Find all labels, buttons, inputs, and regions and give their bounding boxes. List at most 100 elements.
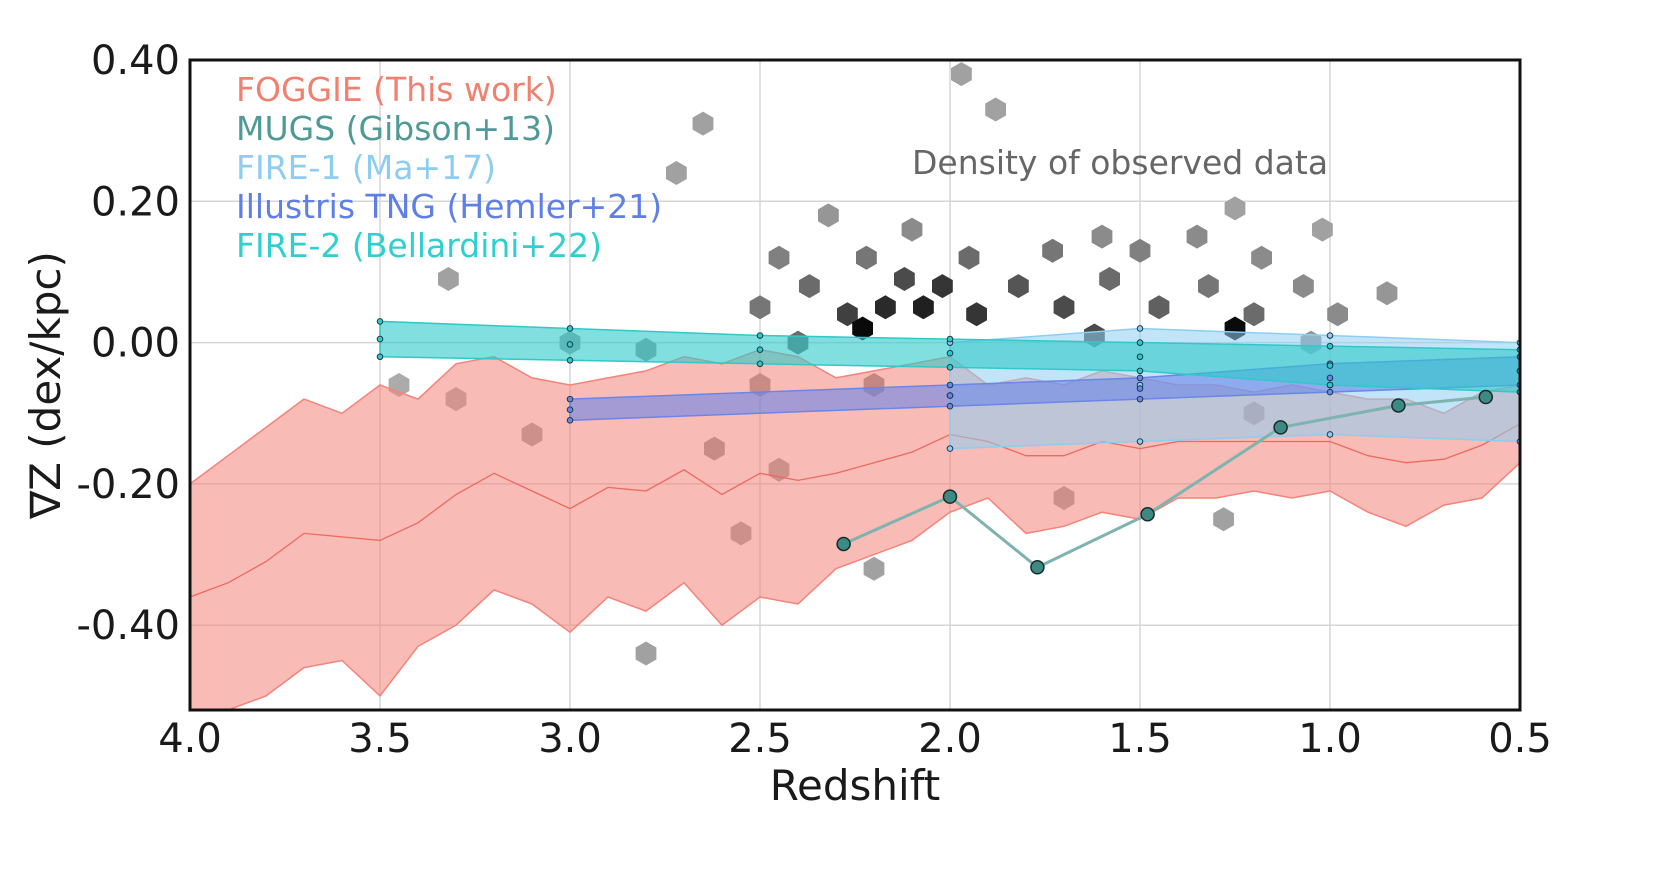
marker-fire-2-bellardini-22 bbox=[946, 364, 954, 371]
marker-illustris-tng-hemler-21 bbox=[946, 381, 954, 389]
point-mugs-gibson-13 bbox=[1140, 507, 1155, 522]
marker-fire-2-bellardini-22 bbox=[946, 349, 954, 357]
marker-illustris-tng-hemler-21 bbox=[946, 402, 954, 410]
density-hex bbox=[1243, 302, 1265, 327]
density-hex bbox=[438, 267, 459, 291]
marker-fire-1-ma-17 bbox=[946, 445, 954, 452]
density-hex bbox=[901, 217, 923, 242]
marker-fire-2-bellardini-22 bbox=[1136, 353, 1144, 361]
density-hex bbox=[1091, 224, 1113, 249]
density-hex bbox=[856, 245, 877, 270]
density-hex bbox=[1008, 274, 1029, 299]
density-hex bbox=[1293, 274, 1314, 299]
marker-illustris-tng-hemler-21 bbox=[566, 395, 574, 403]
density-hex bbox=[768, 245, 790, 270]
marker-fire-1-ma-17 bbox=[1326, 431, 1334, 438]
y-axis-title: ∇Z (dex/kpc) bbox=[21, 251, 70, 520]
legend-label-foggie: FOGGIE (This work) bbox=[236, 70, 557, 109]
marker-fire-2-bellardini-22 bbox=[376, 335, 384, 343]
marker-illustris-tng-hemler-21 bbox=[566, 417, 574, 424]
legend-label-mugs: MUGS (Gibson+13) bbox=[236, 109, 555, 148]
point-mugs-gibson-13 bbox=[836, 536, 851, 552]
point-mugs-gibson-13 bbox=[1391, 398, 1406, 413]
legend: FOGGIE (This work) MUGS (Gibson+13) FIRE… bbox=[236, 70, 662, 265]
density-hex bbox=[1099, 267, 1120, 291]
density-hex bbox=[1376, 281, 1398, 306]
density-hex bbox=[852, 316, 873, 341]
marker-illustris-tng-hemler-21 bbox=[1136, 374, 1144, 382]
marker-illustris-tng-hemler-21 bbox=[1326, 388, 1334, 396]
simulation-lines bbox=[836, 389, 1494, 575]
marker-fire-2-bellardini-22 bbox=[376, 353, 384, 361]
density-hex bbox=[818, 203, 839, 228]
marker-fire-2-bellardini-22 bbox=[756, 360, 764, 368]
density-hex bbox=[1053, 295, 1075, 320]
marker-illustris-tng-hemler-21 bbox=[1136, 385, 1144, 392]
density-hex bbox=[894, 267, 915, 291]
x-tick-label: 2.0 bbox=[918, 716, 982, 762]
legend-label-fire2: FIRE-2 (Bellardini+22) bbox=[236, 226, 602, 265]
point-mugs-gibson-13 bbox=[1478, 389, 1494, 405]
marker-fire-2-bellardini-22 bbox=[1326, 362, 1334, 369]
density-hex bbox=[1213, 507, 1234, 532]
density-hex bbox=[1251, 245, 1272, 270]
marker-illustris-tng-hemler-21 bbox=[566, 406, 574, 414]
x-tick-label: 0.5 bbox=[1488, 716, 1552, 762]
y-tick-label: 0.40 bbox=[91, 38, 180, 84]
density-hex bbox=[985, 97, 1006, 122]
marker-fire-2-bellardini-22 bbox=[756, 332, 764, 339]
marker-fire-2-bellardini-22 bbox=[566, 356, 574, 364]
density-hex bbox=[1327, 302, 1348, 327]
density-hex bbox=[966, 302, 987, 327]
marker-fire-2-bellardini-22 bbox=[566, 341, 574, 348]
y-axis-ticks: 0.40 0.20 0.00 -0.20 -0.40 bbox=[77, 38, 181, 649]
x-tick-label: 4.0 bbox=[158, 716, 222, 762]
density-hex bbox=[666, 161, 687, 185]
marker-fire-2-bellardini-22 bbox=[946, 335, 954, 343]
legend-label-tng: Illustris TNG (Hemler+21) bbox=[236, 187, 662, 226]
marker-fire-1-ma-17 bbox=[1326, 332, 1334, 339]
simulation-bands bbox=[190, 320, 1520, 710]
density-hex bbox=[692, 111, 714, 136]
marker-fire-2-bellardini-22 bbox=[566, 325, 574, 332]
density-hex bbox=[951, 62, 972, 87]
density-hex bbox=[913, 295, 934, 320]
density-hex bbox=[1042, 238, 1063, 263]
marker-fire-2-bellardini-22 bbox=[756, 346, 764, 353]
y-tick-label: -0.40 bbox=[77, 603, 181, 649]
y-tick-label: -0.20 bbox=[77, 462, 181, 508]
y-tick-label: 0.20 bbox=[91, 179, 180, 225]
simulation-markers bbox=[376, 318, 1520, 452]
density-annotation: Density of observed data bbox=[912, 143, 1328, 182]
marker-illustris-tng-hemler-21 bbox=[946, 392, 954, 399]
marker-fire-1-ma-17 bbox=[1136, 438, 1144, 445]
density-hex bbox=[932, 274, 953, 299]
marker-fire-1-ma-17 bbox=[1136, 325, 1144, 332]
x-tick-label: 1.5 bbox=[1108, 716, 1172, 762]
density-hex bbox=[1148, 295, 1170, 320]
density-hex bbox=[1198, 274, 1219, 299]
density-hex bbox=[958, 245, 980, 270]
x-tick-label: 3.0 bbox=[538, 716, 602, 762]
density-hex bbox=[1129, 238, 1151, 263]
density-hex bbox=[837, 302, 858, 327]
density-hex bbox=[1224, 196, 1246, 221]
density-hex bbox=[635, 641, 657, 666]
marker-fire-2-bellardini-22 bbox=[1136, 339, 1144, 346]
density-hex bbox=[863, 556, 885, 581]
density-hex bbox=[1312, 217, 1333, 242]
marker-fire-2-bellardini-22 bbox=[1136, 367, 1144, 375]
density-hex bbox=[749, 295, 771, 320]
marker-illustris-tng-hemler-21 bbox=[1136, 395, 1144, 403]
band-fire-2-bellardini-22 bbox=[379, 320, 1520, 393]
x-axis-title: Redshift bbox=[770, 761, 940, 810]
density-hex bbox=[1186, 224, 1208, 249]
point-mugs-gibson-13 bbox=[942, 489, 958, 504]
legend-label-fire1: FIRE-1 (Ma+17) bbox=[236, 148, 496, 187]
point-mugs-gibson-13 bbox=[1030, 560, 1045, 575]
density-hex bbox=[875, 295, 896, 320]
marker-fire-2-bellardini-22 bbox=[376, 318, 384, 325]
x-tick-label: 3.5 bbox=[348, 716, 412, 762]
plot-frame bbox=[188, 58, 1522, 712]
